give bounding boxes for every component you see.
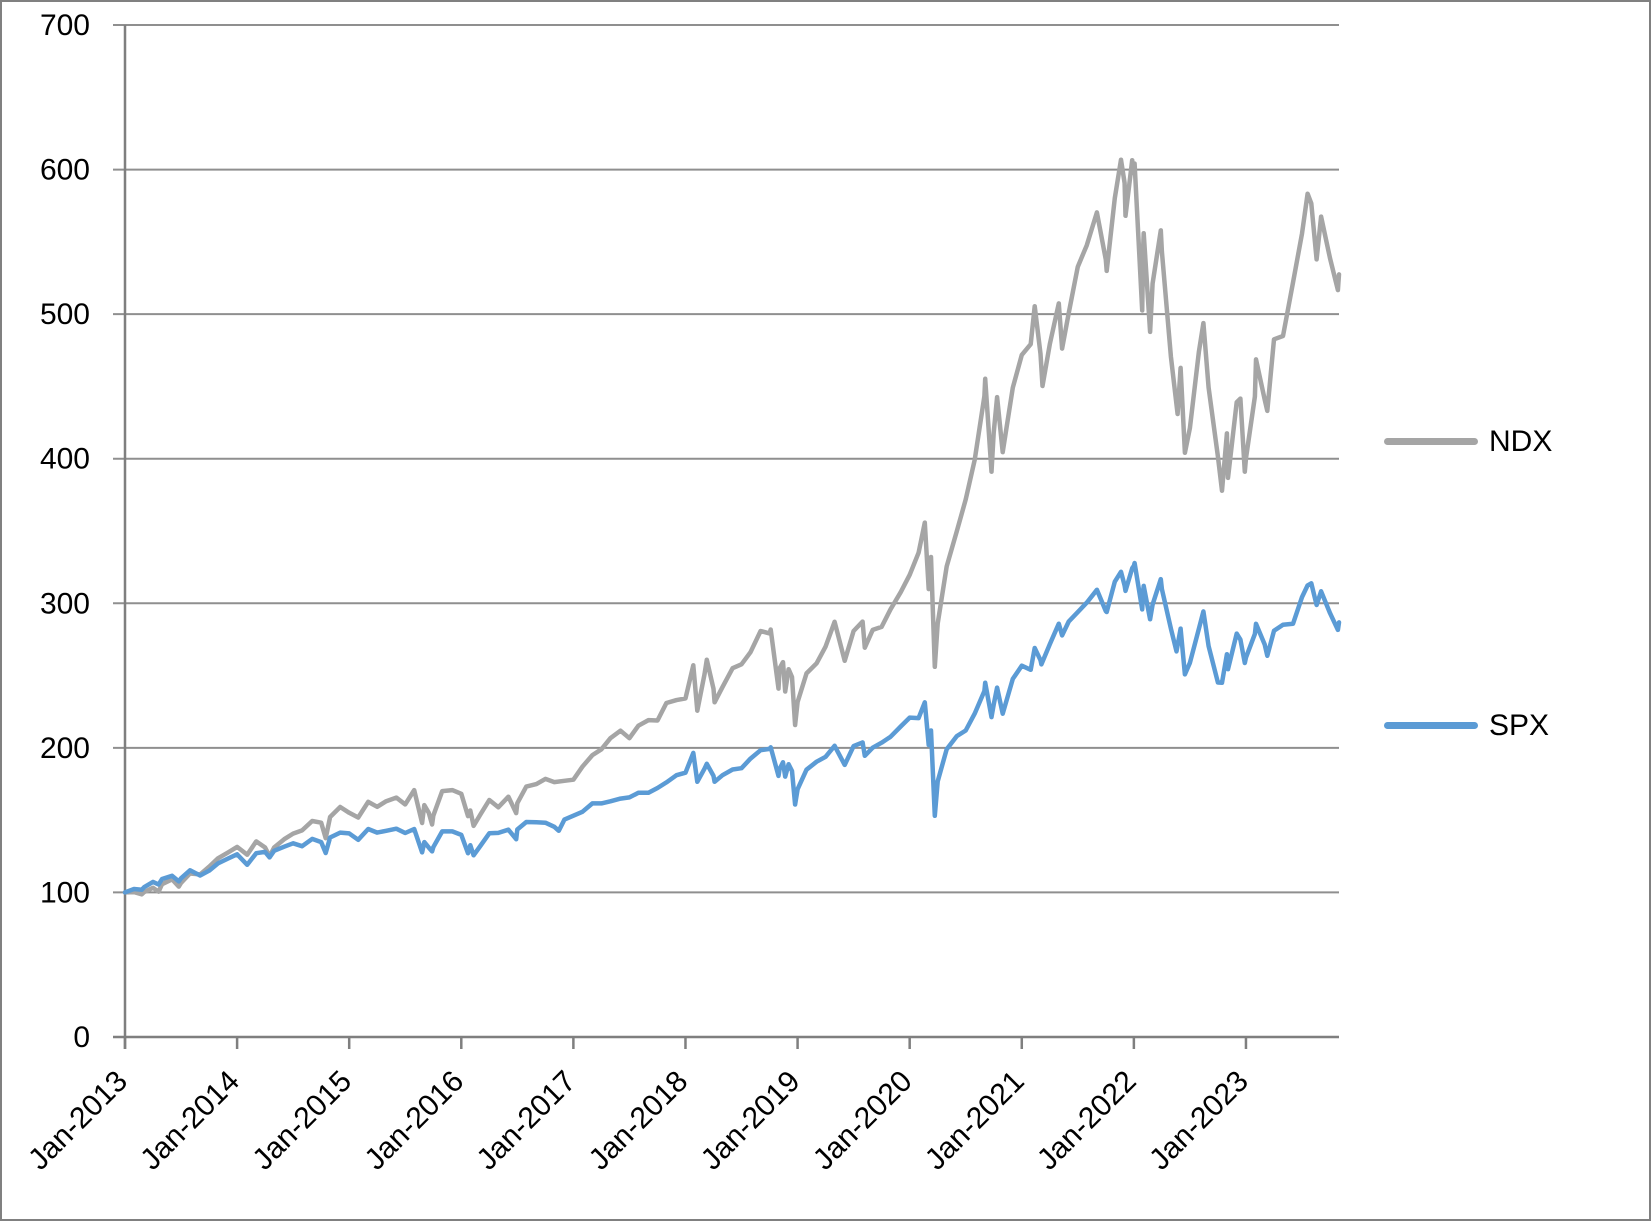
legend-entry-ndx[interactable]: NDX [1384,423,1552,460]
y-tick-label: 300 [40,587,90,620]
y-tick-label: 400 [40,443,90,476]
x-tick-label: Jan-2015 [246,1065,358,1177]
x-tick-label: Jan-2020 [807,1065,919,1177]
x-tick-label: Jan-2016 [358,1065,470,1177]
x-tick-label: Jan-2019 [695,1065,807,1177]
y-tick-label: 200 [40,732,90,765]
y-tick-label: 700 [40,9,90,42]
legend-label-ndx: NDX [1489,424,1553,458]
x-tick-label: Jan-2014 [134,1065,246,1177]
y-tick-label: 600 [40,154,90,187]
x-tick-label: Jan-2018 [583,1065,695,1177]
x-tick-label: Jan-2013 [22,1065,134,1177]
y-tick-label: 0 [73,1021,90,1054]
y-tick-label: 100 [40,876,90,909]
legend-entry-spx[interactable]: SPX [1384,707,1549,744]
series-line-spx[interactable] [122,560,1342,895]
x-tick-label: Jan-2021 [919,1065,1031,1177]
y-tick-label: 500 [40,298,90,331]
spx-line-swatch [1384,722,1478,729]
x-tick-label: Jan-2023 [1143,1065,1255,1177]
legend-label-spx: SPX [1489,708,1550,742]
ndx-line-swatch [1384,438,1478,445]
series-line-ndx[interactable] [122,157,1342,897]
x-tick-label: Jan-2017 [471,1065,583,1177]
x-tick-label: Jan-2022 [1031,1065,1143,1177]
